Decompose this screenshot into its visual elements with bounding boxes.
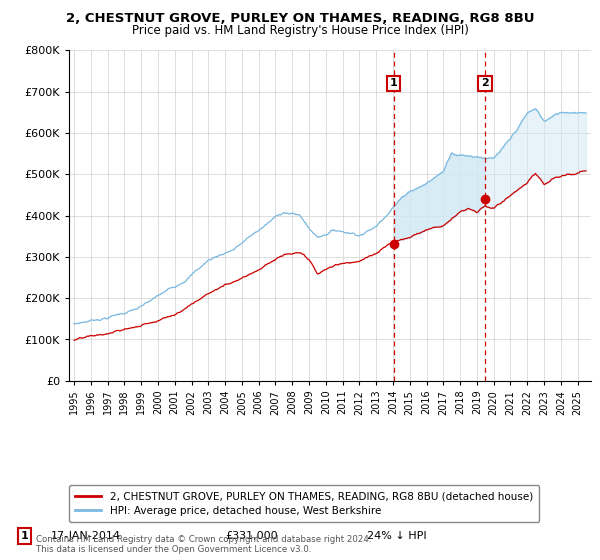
Text: 2: 2 [481, 78, 489, 88]
Text: 24% ↓ HPI: 24% ↓ HPI [367, 531, 426, 541]
Text: £331,000: £331,000 [226, 531, 278, 541]
Text: Contains HM Land Registry data © Crown copyright and database right 2024.
This d: Contains HM Land Registry data © Crown c… [36, 535, 371, 554]
Text: 1: 1 [21, 531, 29, 541]
Text: 2, CHESTNUT GROVE, PURLEY ON THAMES, READING, RG8 8BU: 2, CHESTNUT GROVE, PURLEY ON THAMES, REA… [66, 12, 534, 25]
Text: Price paid vs. HM Land Registry's House Price Index (HPI): Price paid vs. HM Land Registry's House … [131, 24, 469, 36]
Legend: 2, CHESTNUT GROVE, PURLEY ON THAMES, READING, RG8 8BU (detached house), HPI: Ave: 2, CHESTNUT GROVE, PURLEY ON THAMES, REA… [69, 485, 539, 522]
Text: 17-JAN-2014: 17-JAN-2014 [51, 531, 121, 541]
Text: 1: 1 [390, 78, 397, 88]
